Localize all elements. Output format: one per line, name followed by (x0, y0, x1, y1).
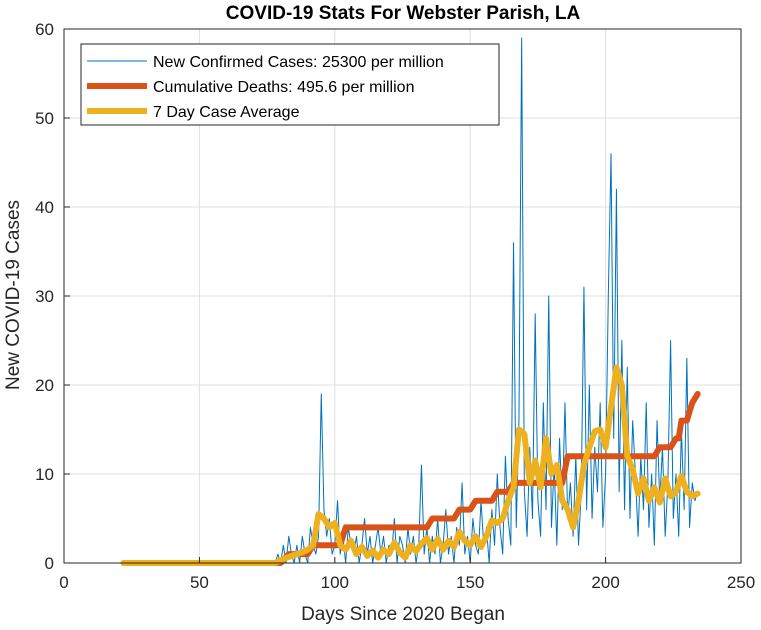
x-tick-label: 150 (456, 573, 484, 592)
series-line-cumulative-deaths (120, 390, 701, 566)
tick-layer: 0 50 100 150 200 250 0 10 20 30 40 50 60 (35, 20, 755, 592)
y-tick-label: 20 (35, 376, 54, 395)
legend-entry: New Confirmed Cases: 25300 per million (153, 54, 444, 71)
y-axis-label: New COVID-19 Cases (3, 200, 24, 390)
legend-entry: Cumulative Deaths: 495.6 per million (153, 79, 414, 96)
legend: New Confirmed Cases: 25300 per million Cu… (80, 43, 500, 126)
series-layer (120, 37, 701, 566)
series-line-7-day-case-average (120, 364, 701, 566)
y-tick-label: 0 (45, 554, 54, 573)
x-axis-label: Days Since 2020 Began (301, 604, 505, 625)
y-tick-label: 30 (35, 287, 54, 306)
y-tick-label: 40 (35, 198, 54, 217)
x-tick-label: 100 (321, 573, 349, 592)
x-tick-label: 200 (591, 573, 619, 592)
x-tick-label: 250 (727, 573, 755, 592)
y-tick-label: 60 (35, 20, 54, 39)
x-tick-label: 50 (190, 573, 209, 592)
legend-box (80, 43, 500, 126)
y-tick-label: 10 (35, 465, 54, 484)
y-tick-label: 50 (35, 109, 54, 128)
x-tick-label: 0 (59, 573, 68, 592)
legend-entry: 7 Day Case Average (153, 104, 300, 121)
series-line-new-confirmed-cases (123, 37, 699, 564)
chart-title: COVID-19 Stats For Webster Parish, LA (226, 3, 581, 24)
